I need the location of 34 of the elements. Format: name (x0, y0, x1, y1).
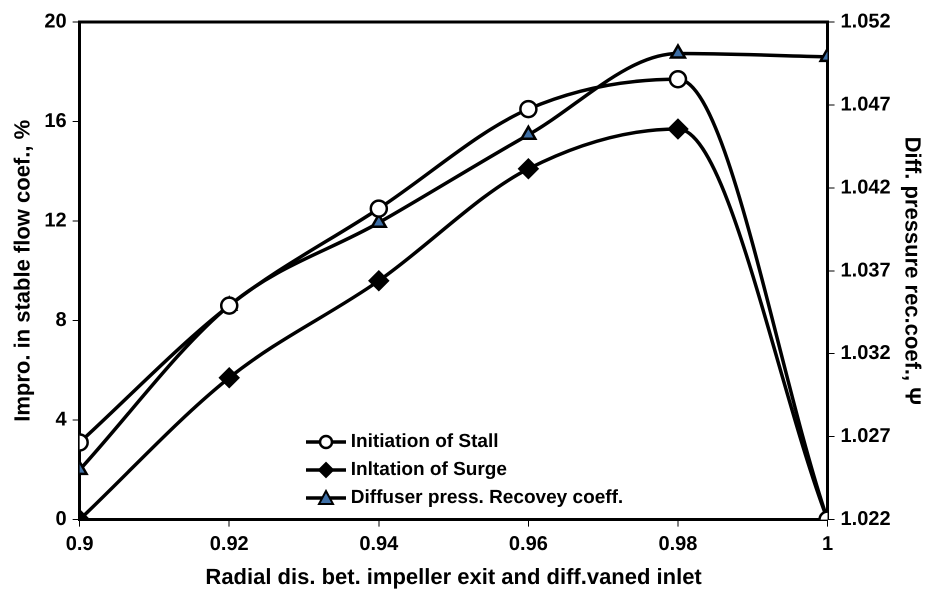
x-tick-label: 1 (822, 533, 834, 556)
y-tick-label: 16 (44, 110, 67, 132)
y2-tick-label: 1.022 (840, 508, 891, 530)
y-tick-label: 0 (56, 508, 67, 530)
y2-tick-label: 1.047 (840, 93, 891, 116)
point (370, 199, 388, 218)
point (519, 100, 538, 118)
y-tick-label: 4 (56, 408, 68, 431)
legend-label: Inltation of Surge (350, 458, 507, 481)
y-axis-title: Impro. in stable flow coef., % (9, 120, 34, 422)
x-tick-label: 0.96 (508, 533, 548, 556)
point (218, 368, 240, 388)
x-tick-label: 0.94 (359, 533, 400, 556)
y2-tick-label: 1.042 (840, 176, 891, 198)
point (668, 118, 688, 140)
y-tick-label: 8 (56, 309, 67, 332)
y2-tick-label: 1.037 (840, 259, 891, 282)
legend-label: Initiation of Stall (350, 430, 499, 453)
y2-tick-label: 1.052 (840, 10, 891, 33)
y2-axis-title: Diff. pressure rec.coef., Ψ (900, 136, 926, 406)
y2-tick-label: 1.027 (840, 425, 891, 448)
point (518, 158, 539, 180)
x-tick-label: 0.92 (210, 533, 249, 556)
y-tick-label: 20 (44, 10, 67, 33)
x-axis-title: Radial dis. bet. impeller exit and diff.vaned inlet (205, 564, 702, 589)
legend-label: Diffuser press. Recovey coeff. (350, 486, 624, 509)
y-tick-label: 12 (44, 210, 67, 232)
point (668, 70, 688, 88)
point (520, 126, 537, 140)
x-tick-label: 0.98 (658, 533, 698, 556)
point (368, 270, 390, 291)
x-tick-label: 0.9 (66, 533, 94, 556)
point (220, 296, 238, 315)
y2-tick-label: 1.032 (840, 342, 891, 364)
